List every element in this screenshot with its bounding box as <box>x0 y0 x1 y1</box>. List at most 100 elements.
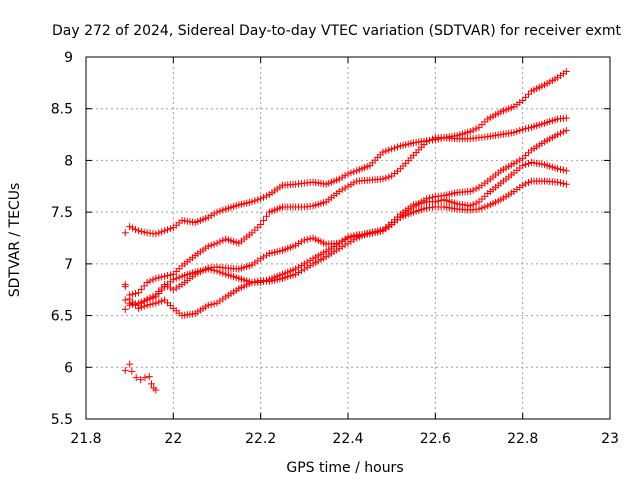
data-point-interp <box>137 303 145 311</box>
data-point-interp <box>559 180 567 188</box>
data-point-interp <box>303 263 311 271</box>
data-point-interp <box>557 165 565 173</box>
data-point-interp <box>164 272 172 280</box>
data-point <box>145 373 153 381</box>
grid-lines <box>86 57 610 419</box>
data-point-interp <box>297 238 305 246</box>
data-point <box>466 187 474 195</box>
data-point-interp <box>341 184 349 192</box>
data-point-interp <box>137 285 145 293</box>
data-point <box>510 160 518 168</box>
data-point-interp <box>210 300 218 308</box>
axis-ticks: 21.8 22 22.2 22.4 22.6 22.8 23 5.5 6 6.5 7 7.5 8 8.5 9 <box>51 50 619 447</box>
data-point <box>134 304 142 312</box>
data-point-interp <box>137 227 145 235</box>
data-point <box>466 127 474 135</box>
data-point-interp <box>219 206 227 214</box>
data-point-interp <box>207 241 215 249</box>
data-point <box>475 205 483 213</box>
data-point-interp <box>175 273 183 281</box>
data-point-interp <box>350 168 358 176</box>
data-point <box>121 305 129 313</box>
data-point-interp <box>219 236 227 244</box>
data-point-interp <box>524 178 532 186</box>
data-point-interp <box>158 273 166 281</box>
data-point <box>554 131 562 139</box>
data-point <box>152 274 160 282</box>
data-point-interp <box>216 207 224 215</box>
data-point-interp <box>158 297 166 305</box>
y-tick-label: 9 <box>64 50 73 66</box>
data-point <box>137 376 145 384</box>
data-point-interp <box>210 266 218 274</box>
data-point-interp <box>391 144 399 152</box>
data-point-interp <box>347 181 355 189</box>
y-tick-label: 6 <box>64 360 73 376</box>
data-point-interp <box>260 253 268 261</box>
data-point-interp <box>385 173 393 181</box>
data-point <box>169 275 177 283</box>
data-point <box>562 180 570 188</box>
y-axis-label: SDTVAR / TECUs <box>7 183 23 298</box>
data-point-interp <box>295 268 303 276</box>
data-point <box>292 270 300 278</box>
x-tick-label: 22 <box>164 431 182 447</box>
data-point <box>121 229 129 237</box>
data-point-interp <box>175 282 183 290</box>
data-point-interp <box>262 212 270 220</box>
data-point <box>152 293 160 301</box>
data-point <box>248 198 256 206</box>
data-point <box>134 227 142 235</box>
data-point-interp <box>297 267 305 275</box>
chart-title: Day 272 of 2024, Sidereal Day-to-day VTE… <box>52 23 622 39</box>
data-point <box>126 223 134 231</box>
data-point-interp <box>149 300 157 308</box>
data-point-interp <box>140 302 148 310</box>
x-tick-label: 22.6 <box>420 431 451 447</box>
data-point <box>344 239 352 247</box>
data-point-interp <box>434 197 442 205</box>
data-point-interp <box>166 271 174 279</box>
data-point <box>562 167 570 175</box>
data-point-interp <box>303 235 311 243</box>
data-point <box>143 278 151 286</box>
data-point-interp <box>129 290 137 298</box>
data-point <box>379 175 387 183</box>
data-point-interp <box>469 126 477 134</box>
data-point <box>213 267 221 275</box>
data-point-interp <box>129 298 137 306</box>
data-point-interp <box>251 197 259 205</box>
y-tick-label: 7 <box>64 257 73 273</box>
y-tick-label: 6.5 <box>51 309 73 325</box>
data-point-interp <box>557 179 565 187</box>
data-point <box>143 301 151 309</box>
data-point-interp <box>557 129 565 137</box>
data-point-interp <box>306 262 314 270</box>
data-point <box>152 386 160 394</box>
data-point-interp <box>559 166 567 174</box>
data-point-interp <box>559 128 567 136</box>
data-point <box>510 129 518 137</box>
data-point-interp <box>164 226 172 234</box>
y-tick-label: 7.5 <box>51 205 73 221</box>
data-point-interp <box>140 282 148 290</box>
x-tick-label: 21.8 <box>70 431 101 447</box>
data-point <box>554 178 562 186</box>
x-tick-label: 22.2 <box>245 431 276 447</box>
data-point-interp <box>140 228 148 236</box>
data-point <box>132 374 140 382</box>
data-point-interp <box>129 224 137 232</box>
x-tick-label: 23 <box>601 431 619 447</box>
data-point <box>519 181 527 189</box>
data-point-interp <box>155 290 163 298</box>
data-point-interp <box>338 173 346 181</box>
data-point-interp <box>347 169 355 177</box>
data-point-interp <box>166 225 174 233</box>
data-point <box>344 170 352 178</box>
data-point <box>169 286 177 294</box>
data-point-interp <box>472 125 480 133</box>
data-point-interp <box>524 124 532 132</box>
data-point-interp <box>522 180 530 188</box>
data-point <box>152 299 160 307</box>
